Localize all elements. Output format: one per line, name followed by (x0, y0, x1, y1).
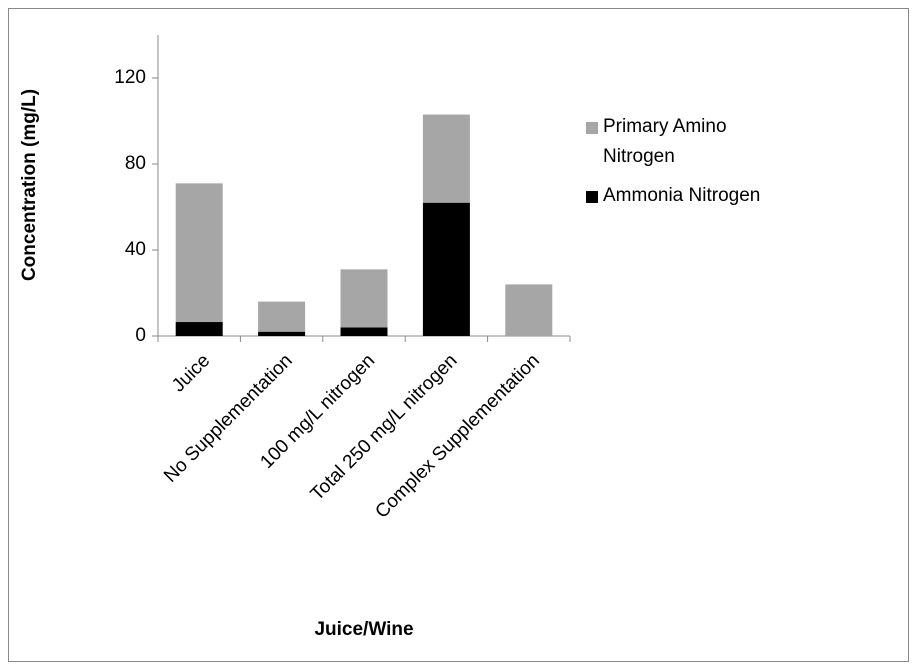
bar-segment (340, 269, 388, 328)
legend-label: Primary Amino Nitrogen (603, 116, 727, 167)
legend-swatch (586, 122, 598, 134)
x-axis-title: Juice/Wine (314, 619, 413, 640)
legend-label: Ammonia Nitrogen (603, 185, 761, 206)
legend-swatch (586, 191, 598, 203)
bar-segment (175, 183, 223, 323)
bar-segment (258, 301, 306, 332)
bar-segment (175, 322, 223, 336)
legend-item: Ammonia Nitrogen (603, 185, 761, 206)
bar-segment (258, 331, 306, 336)
y-tick-label: 40 (125, 239, 146, 260)
y-tick-label: 0 (135, 325, 146, 346)
bar-segment (505, 284, 553, 336)
y-tick-label: 120 (114, 67, 146, 88)
bar-segment (340, 327, 388, 336)
bar-segment (422, 114, 470, 203)
legend-item: Primary Amino Nitrogen (603, 116, 727, 167)
y-tick-label: 80 (125, 153, 146, 174)
y-axis-title: Concentration (mg/L) (19, 89, 40, 281)
bar-segment (422, 202, 470, 336)
